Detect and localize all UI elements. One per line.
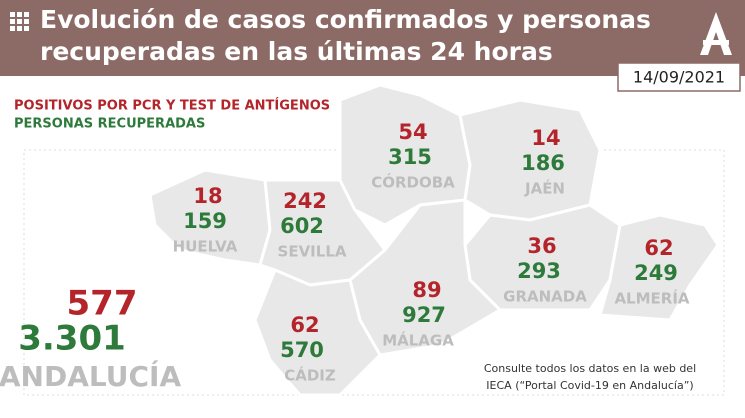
province-recovered: 159 xyxy=(183,209,227,233)
province-name: CÓRDOBA xyxy=(371,173,455,192)
province-recovered: 570 xyxy=(280,338,324,362)
province-recovered: 186 xyxy=(521,151,565,175)
province-positives: 14 xyxy=(531,126,560,150)
map-cadiz xyxy=(253,268,382,397)
total-name: ANDALUCÍA xyxy=(0,359,181,393)
province-name: CÁDIZ xyxy=(284,366,336,385)
province-recovered: 249 xyxy=(634,261,678,285)
province-name: SEVILLA xyxy=(278,243,347,261)
province-name: ALMERÍA xyxy=(614,289,689,308)
province-positives: 62 xyxy=(644,236,673,260)
footnote-line2: IECA (“Portal Covid-19 en Andalucía”) xyxy=(486,379,693,392)
total-positives: 577 xyxy=(67,284,138,324)
province-name: JAÉN xyxy=(524,179,565,198)
province-positives: 89 xyxy=(412,278,441,302)
legend-recovered: PERSONAS RECUPERADAS xyxy=(14,117,205,132)
province-name: HUELVA xyxy=(173,238,238,256)
province-recovered: 293 xyxy=(517,259,561,283)
province-positives: 62 xyxy=(290,313,319,337)
province-positives: 242 xyxy=(283,189,327,213)
map xyxy=(148,83,720,397)
date-box xyxy=(617,62,741,92)
province-name: MÁLAGA xyxy=(382,331,454,350)
total-recovered: 3.301 xyxy=(18,319,126,359)
province-positives: 36 xyxy=(527,234,556,258)
logo xyxy=(700,12,732,55)
title-line2: recuperadas en las últimas 24 horas xyxy=(40,37,553,66)
province-name: GRANADA xyxy=(503,288,587,306)
grid-icon xyxy=(10,12,29,31)
date: 14/09/2021 xyxy=(633,68,725,87)
province-recovered: 927 xyxy=(402,303,446,327)
province-positives: 54 xyxy=(398,120,427,144)
province-positives: 18 xyxy=(193,184,222,208)
title-line1: Evolución de casos confirmados y persona… xyxy=(40,5,651,34)
footnote-line1: Consulte todos los datos en la web del xyxy=(484,362,696,375)
legend-positives: POSITIVOS POR PCR Y TEST DE ANTÍGENOS xyxy=(14,98,330,114)
province-recovered: 315 xyxy=(388,145,432,169)
province-recovered: 602 xyxy=(280,214,324,238)
map-almeria xyxy=(598,213,720,322)
